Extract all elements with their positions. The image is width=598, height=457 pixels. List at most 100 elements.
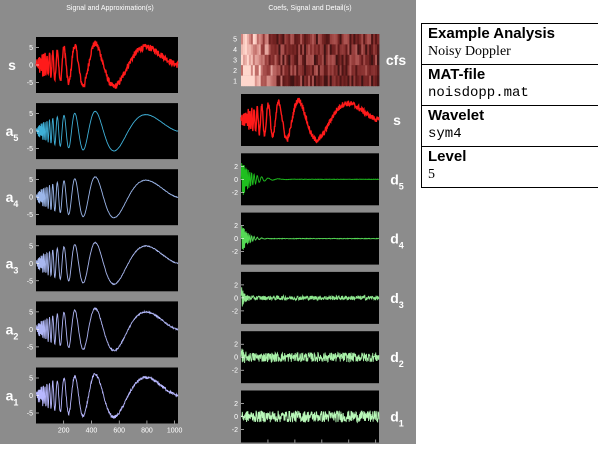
heatmap-cell — [274, 54, 277, 66]
heatmap-cell — [361, 34, 364, 45]
heatmap-cell — [290, 54, 293, 66]
heatmap-cell — [315, 65, 319, 76]
heatmap-cell — [345, 75, 348, 87]
heatmap-cell — [244, 65, 248, 76]
heatmap-cell — [268, 54, 271, 66]
panel-d1-detail: 20-2d1 — [232, 390, 404, 443]
heatmap-cell — [343, 34, 346, 45]
heatmap-cell — [258, 75, 262, 87]
axes-background-s — [36, 37, 178, 93]
heatmap-cell — [300, 65, 303, 76]
heatmap-cell — [311, 44, 315, 55]
heatmap-cell — [282, 75, 285, 87]
heatmap-cell — [296, 44, 299, 55]
heatmap-cell — [250, 34, 254, 45]
heatmap-cell — [296, 54, 299, 66]
heatmap-cell — [300, 44, 303, 55]
heatmap-cell — [373, 65, 376, 76]
x-tick-label-left-800: 800 — [141, 428, 153, 435]
heatmap-cell — [260, 44, 264, 55]
heatmap-cell — [284, 44, 287, 55]
heatmap-cell — [286, 34, 289, 45]
heatmap-cell — [298, 54, 301, 66]
panel-d3-detail: 20-2d3 — [232, 271, 404, 324]
heatmap-cell — [339, 75, 342, 87]
heatmap-cell — [373, 44, 376, 55]
heatmap-cell — [284, 54, 287, 66]
y-tick-label-d4-2: 2 — [234, 223, 238, 230]
heatmap-cell — [373, 34, 376, 45]
heatmap-cell — [327, 34, 331, 45]
heatmap-cell — [304, 34, 307, 45]
y-tick-label-s-5: 5 — [29, 45, 33, 52]
heatmap-cell — [343, 54, 346, 66]
heatmap-cell — [333, 54, 337, 66]
heatmap-cell — [319, 34, 323, 45]
heatmap-cell — [290, 34, 293, 45]
x-tick-label-left-600: 600 — [113, 428, 125, 435]
heatmap-cell — [280, 34, 283, 45]
heatmap-cell — [357, 54, 360, 66]
heatmap-cell — [300, 54, 303, 66]
heatmap-cell — [286, 75, 289, 87]
heatmap-cell — [363, 75, 366, 87]
series-label-sub-a5: 5 — [13, 133, 18, 143]
y-tick-label-d1--2: -2 — [232, 427, 238, 434]
heatmap-cell — [310, 44, 313, 55]
heatmap-cell — [268, 44, 271, 55]
heatmap-cell — [357, 65, 360, 76]
heatmap-cell — [369, 75, 372, 87]
level-label: Level — [428, 148, 467, 165]
heatmap-cell — [244, 44, 248, 55]
heatmap-cell — [286, 65, 289, 76]
heatmap-cell — [292, 44, 295, 55]
heatmap-cell — [375, 44, 378, 55]
heatmap-cell — [349, 34, 352, 45]
y-tick-label-a4-5: 5 — [29, 177, 33, 184]
series-line-d1 — [240, 410, 380, 424]
heatmap-cell — [337, 75, 340, 87]
y-tick-label-d2-2: 2 — [234, 342, 238, 349]
heatmap-cell — [345, 54, 348, 66]
info-panel: Example Analysis Noisy Doppler MAT-file … — [421, 23, 598, 188]
heatmap-cell — [241, 54, 244, 66]
heatmap-cell — [341, 44, 344, 55]
heatmap-cell — [310, 65, 313, 76]
heatmap-cell — [339, 44, 342, 55]
heatmap-cell — [363, 54, 366, 66]
heatmap-cell — [280, 75, 283, 87]
y-tick-label-a1-0: 0 — [29, 393, 33, 400]
heatmap-cell — [250, 75, 254, 87]
heatmap-level-label-1: 1 — [233, 78, 237, 85]
heatmap-cell — [313, 54, 317, 66]
heatmap-cell — [254, 44, 258, 55]
heatmap-cell — [266, 44, 269, 55]
series-label-sub-d2: 2 — [399, 359, 404, 369]
heatmap-cell — [284, 34, 287, 45]
heatmap-cell — [317, 75, 321, 87]
heatmap-cell — [292, 34, 295, 45]
heatmap-cell — [241, 65, 244, 76]
heatmap-cell — [319, 75, 323, 87]
heatmap-cell — [341, 75, 344, 87]
heatmap-cell — [373, 75, 376, 87]
heatmap-cell — [264, 54, 268, 66]
heatmap-cell — [254, 54, 258, 66]
heatmap-cell — [323, 34, 327, 45]
series-line-d4 — [240, 225, 380, 250]
heatmap-cell — [276, 65, 279, 76]
heatmap-cell — [363, 65, 366, 76]
heatmap-cell — [296, 65, 299, 76]
heatmap-cell — [365, 34, 368, 45]
heatmap-cell — [369, 54, 372, 66]
heatmap-cell — [375, 65, 378, 76]
heatmap-cell — [252, 44, 256, 55]
heatmap-cell — [375, 34, 378, 45]
heatmap-cell — [377, 75, 380, 87]
heatmap-cell — [256, 75, 260, 87]
heatmap-cell — [331, 65, 335, 76]
heatmap-cell — [290, 44, 293, 55]
heatmap-cell — [292, 54, 295, 66]
heatmap-cell — [300, 34, 303, 45]
panel-a4-approx: 50-5a4 — [6, 169, 179, 226]
